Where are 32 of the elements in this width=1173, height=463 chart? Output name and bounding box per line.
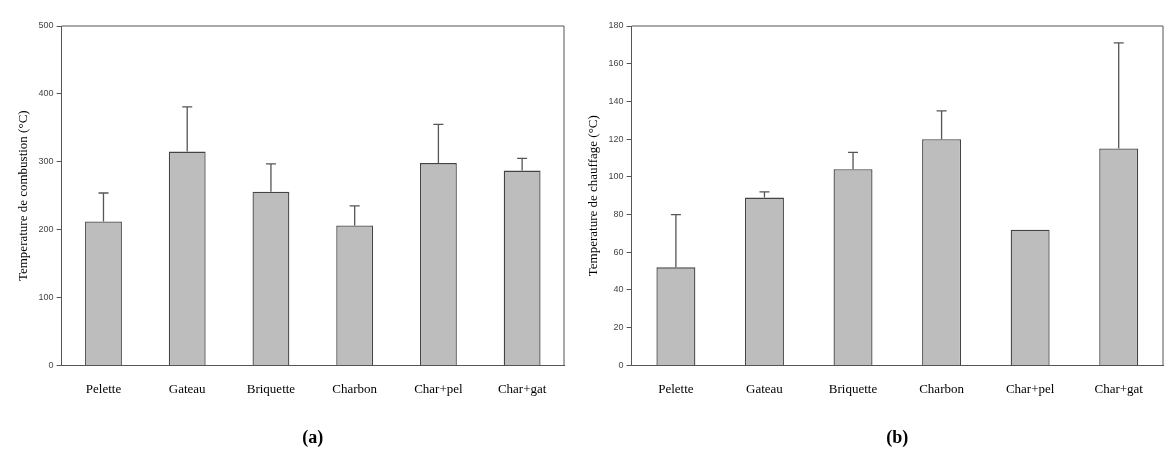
y-tick-label: 160 [608,58,624,69]
y-tick-label: 80 [613,209,624,220]
x-tick-label: Char+pel [414,380,464,396]
x-tick-label: Pelette [85,380,122,396]
y-axis-title: Temperature de chauffage (°C) [585,115,601,277]
text: (a) [302,427,324,448]
y-tick-label: 200 [38,224,54,235]
text: (b) [886,427,909,448]
y-tick-label: 0 [618,359,624,370]
y-tick-label: 100 [38,292,54,302]
x-tick-label: Char+pel [1005,380,1055,396]
y-tick-label: 300 [38,156,54,167]
x-tick-label: Briquette [828,380,878,396]
y-tick-label: 60 [613,246,624,257]
x-tick-label: Charbon [332,380,378,396]
y-tick-label: 180 [608,20,624,31]
y-tick-label: 40 [613,284,624,295]
y-tick-label: 400 [38,88,54,99]
y-tick-label: 120 [608,133,624,144]
y-tick-label: 20 [613,322,624,333]
x-tick-label: Char+gat [497,380,547,396]
y-axis-title: Temperature de combustion (°C) [15,110,31,282]
x-tick-label: Pelette [658,380,694,396]
y-tick-label: 500 [38,20,54,31]
x-tick-label: Char+gat [1094,380,1144,396]
y-tick-label: 0 [48,359,54,370]
x-tick-label: Gateau [168,380,207,396]
y-tick-label: 140 [608,95,624,106]
y-tick-label: 100 [608,171,624,182]
x-tick-label: Gateau [746,380,784,396]
x-tick-label: Briquette [246,380,296,396]
x-tick-label: Charbon [919,380,965,396]
